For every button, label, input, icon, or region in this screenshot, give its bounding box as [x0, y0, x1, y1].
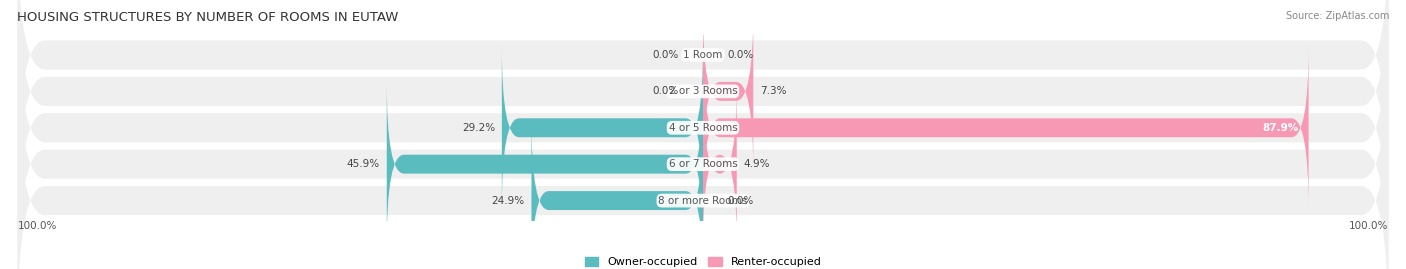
- Text: 0.0%: 0.0%: [727, 196, 754, 206]
- FancyBboxPatch shape: [502, 46, 703, 209]
- Text: 45.9%: 45.9%: [347, 159, 380, 169]
- Text: 1 Room: 1 Room: [683, 50, 723, 60]
- Legend: Owner-occupied, Renter-occupied: Owner-occupied, Renter-occupied: [585, 257, 821, 267]
- Text: 4.9%: 4.9%: [744, 159, 770, 169]
- FancyBboxPatch shape: [17, 0, 1389, 222]
- FancyBboxPatch shape: [703, 83, 737, 246]
- Text: 24.9%: 24.9%: [492, 196, 524, 206]
- FancyBboxPatch shape: [387, 83, 703, 246]
- Text: 100.0%: 100.0%: [1350, 221, 1389, 231]
- Text: 2 or 3 Rooms: 2 or 3 Rooms: [669, 86, 737, 96]
- Text: 29.2%: 29.2%: [461, 123, 495, 133]
- Text: 0.0%: 0.0%: [652, 86, 679, 96]
- Text: 7.3%: 7.3%: [761, 86, 787, 96]
- FancyBboxPatch shape: [17, 33, 1389, 269]
- Text: Source: ZipAtlas.com: Source: ZipAtlas.com: [1285, 11, 1389, 21]
- Text: HOUSING STRUCTURES BY NUMBER OF ROOMS IN EUTAW: HOUSING STRUCTURES BY NUMBER OF ROOMS IN…: [17, 11, 398, 24]
- Text: 0.0%: 0.0%: [652, 50, 679, 60]
- Text: 0.0%: 0.0%: [727, 50, 754, 60]
- Text: 87.9%: 87.9%: [1263, 123, 1298, 133]
- FancyBboxPatch shape: [531, 119, 703, 269]
- FancyBboxPatch shape: [17, 70, 1389, 269]
- FancyBboxPatch shape: [703, 46, 1309, 209]
- FancyBboxPatch shape: [17, 0, 1389, 186]
- FancyBboxPatch shape: [17, 0, 1389, 259]
- FancyBboxPatch shape: [703, 10, 754, 173]
- Text: 6 or 7 Rooms: 6 or 7 Rooms: [669, 159, 737, 169]
- Text: 8 or more Rooms: 8 or more Rooms: [658, 196, 748, 206]
- Text: 100.0%: 100.0%: [17, 221, 56, 231]
- Text: 4 or 5 Rooms: 4 or 5 Rooms: [669, 123, 737, 133]
